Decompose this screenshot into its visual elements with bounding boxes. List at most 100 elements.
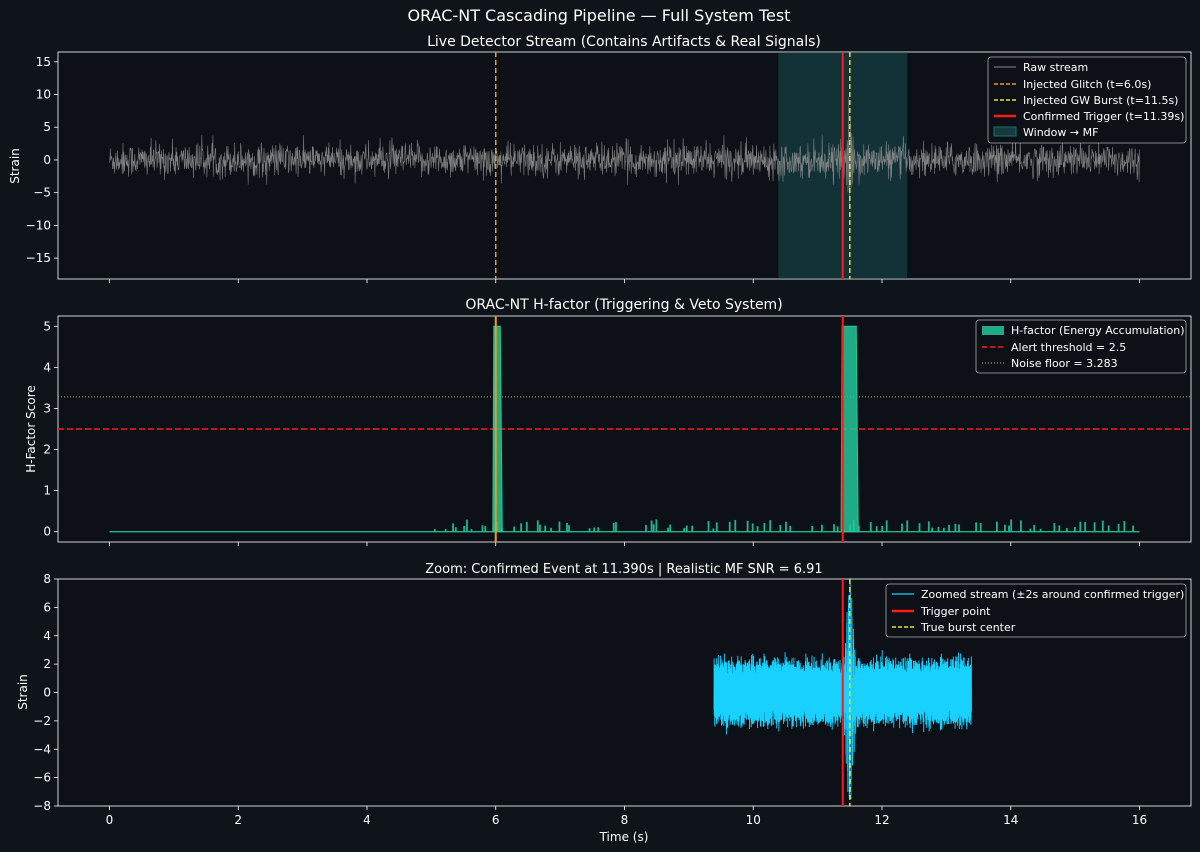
hfactor-spike: [836, 526, 839, 532]
hfactor-spike: [1073, 526, 1076, 532]
y-tick-label: 5: [43, 120, 51, 134]
legend-swatch-hfactor: [982, 326, 1004, 335]
hfactor-spike: [942, 527, 945, 532]
hfactor-spike: [463, 525, 466, 532]
hfactor-spike: [937, 526, 940, 532]
figure-title: ORAC-NT Cascading Pipeline — Full System…: [408, 6, 791, 25]
hfactor-spike: [454, 527, 457, 532]
hfactor-spike: [588, 528, 591, 532]
hfactor-spike: [645, 524, 647, 532]
y-tick-label: 15: [36, 55, 51, 69]
hfactor-spike: [433, 528, 436, 532]
hfactor-spike: [927, 521, 930, 532]
hfactor-spike: [1020, 520, 1022, 532]
hfactor-spike: [655, 519, 658, 532]
hfactor-spike: [558, 521, 561, 532]
hfactor-spike: [712, 528, 715, 532]
hfactor-spike: [763, 523, 766, 532]
y-tick-label: 2: [43, 443, 51, 457]
hfactor-spike: [669, 524, 672, 532]
legend-zoom-stream: Zoomed stream (±2s around confirmed trig…: [921, 588, 1184, 601]
panel-3-xlabel: Time (s): [599, 830, 649, 844]
panel-1-title: Live Detector Stream (Contains Artifacts…: [427, 34, 821, 50]
hfactor-spike: [466, 519, 468, 532]
x-tick-label: 12: [874, 813, 889, 827]
legend-hfactor: H-factor (Energy Accumulation): [1011, 324, 1185, 337]
hfactor-spike: [550, 527, 552, 532]
hfactor-spike: [821, 524, 823, 532]
hfactor-spike: [875, 526, 878, 532]
x-tick-label: 2: [234, 813, 242, 827]
hfactor-spike: [597, 527, 600, 532]
hfactor-spike: [525, 521, 528, 532]
hfactor-spike: [539, 524, 541, 532]
y-tick-label: 5: [43, 319, 51, 333]
x-tick-label: 8: [621, 813, 629, 827]
hfactor-spike: [869, 522, 872, 532]
hfactor-spike: [452, 523, 454, 532]
y-tick-label: 0: [43, 153, 51, 167]
hfactor-spike: [1004, 524, 1006, 532]
legend-box: [975, 319, 1187, 374]
hfactor-spike: [544, 525, 547, 532]
legend-raw-stream: Raw stream: [1023, 61, 1088, 74]
hfactor-spike: [593, 527, 596, 532]
y-tick-label: 6: [43, 600, 51, 614]
hfactor-spike: [683, 527, 686, 532]
hfactor-spike: [568, 525, 570, 532]
panel-2-title: ORAC-NT H-factor (Triggering & Veto Syst…: [465, 297, 782, 313]
x-tick-label: 14: [1003, 813, 1018, 827]
hfactor-spike: [566, 522, 568, 532]
hfactor-spike: [779, 525, 782, 532]
y-tick-label: 0: [43, 686, 51, 700]
y-tick-label: 1: [43, 484, 51, 498]
hfactor-spike: [789, 525, 792, 532]
hfactor-spike: [615, 522, 617, 532]
hfactor-spike: [728, 521, 731, 532]
legend-box: [885, 583, 1187, 638]
hfactor-spike: [685, 525, 688, 532]
hfactor-spike: [1101, 520, 1104, 532]
legend-burst-center: True burst center: [920, 621, 1016, 634]
hfactor-spike: [520, 523, 523, 532]
panel-zoom: Zoom: Confirmed Event at 11.390s | Reali…: [16, 562, 1192, 844]
legend-trigger: Confirmed Trigger (t=11.39s): [1023, 110, 1184, 123]
panel-1-ylabel: Strain: [8, 148, 22, 184]
hfactor-spike: [785, 521, 787, 532]
hfactor-spike: [906, 520, 909, 532]
hfactor-spike: [691, 525, 694, 532]
hfactor-spike: [513, 526, 516, 532]
hfactor-spike: [470, 529, 473, 532]
hfactor-spike: [769, 520, 772, 532]
hfactor-spike: [833, 524, 835, 532]
hfactor-spike: [881, 526, 884, 532]
hfactor-spike: [652, 524, 655, 532]
y-tick-label: 2: [43, 657, 51, 671]
panel-hfactor: ORAC-NT H-factor (Triggering & Veto Syst…: [24, 297, 1192, 546]
hfactor-spike: [948, 524, 950, 532]
hfactor-spike: [484, 526, 487, 532]
hfactor-spike: [996, 521, 998, 532]
hfactor-spike: [715, 522, 718, 532]
panel-detector-stream: Live Detector Stream (Contains Artifacts…: [8, 34, 1192, 283]
y-tick-label: −8: [33, 799, 51, 813]
y-tick-label: 4: [43, 629, 51, 643]
y-tick-label: 0: [43, 525, 51, 539]
hfactor-spike: [954, 523, 957, 532]
hfactor-spike: [746, 520, 749, 532]
y-tick-label: −4: [33, 742, 51, 756]
hfactor-spike: [707, 521, 710, 532]
legend-noise-floor: Noise floor = 3.283: [1011, 357, 1118, 370]
hfactor-spike: [667, 527, 669, 532]
hfactor-spike: [1058, 525, 1061, 532]
hfactor-spike: [885, 520, 888, 532]
hfactor-spike: [1053, 523, 1056, 532]
hfactor-spike: [1008, 525, 1010, 532]
hfactor-spike: [1065, 527, 1068, 532]
legend-burst: Injected GW Burst (t=11.5s): [1023, 94, 1178, 107]
hfactor-spike: [1033, 524, 1036, 532]
hfactor-spike: [756, 526, 759, 532]
legend-swatch-window: [993, 126, 1017, 137]
hfactor-spike: [751, 523, 754, 532]
